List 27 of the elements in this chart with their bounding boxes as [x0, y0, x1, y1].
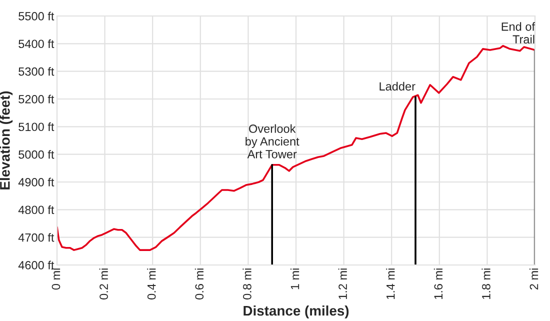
y-tick-label: 5300 ft [18, 67, 54, 76]
y-tick-label: 4800 ft [18, 205, 54, 214]
x-tick-label: 0.2 mi [99, 268, 108, 300]
y-tick-label: 4900 ft [18, 178, 54, 186]
annotation: Ladder [380, 82, 416, 91]
x-tick-label: 0.6 mi [194, 268, 204, 300]
x-tick-label: 1.8 mi [482, 268, 490, 300]
x-tick-label: 1.4 mi [386, 268, 395, 300]
annotation: Overlook by Ancient Art Tower [246, 124, 300, 158]
x-axis-title: Distance (miles) [244, 305, 349, 318]
y-tick-label: 4600 ft [18, 260, 54, 270]
annotation: End of Trail [502, 22, 536, 44]
y-tick-label: 5000 ft [18, 150, 54, 159]
y-axis-title: Elevation (feet) [0, 91, 13, 190]
x-tick-label: 1 mi [290, 268, 300, 290]
x-tick-label: 1.6 mi [434, 268, 443, 300]
y-tick-label: 5100 ft [18, 122, 54, 132]
line-series [57, 44, 535, 251]
x-tick-label: 0 mi [52, 268, 60, 290]
x-tick-label: 0.8 mi [242, 268, 252, 300]
y-tick-label: 5400 ft [18, 39, 54, 48]
y-tick-label: 4700 ft [18, 233, 54, 242]
x-tick-label: 0.4 mi [147, 268, 156, 300]
y-tick-label: 5200 ft [18, 94, 54, 104]
x-tick-label: 1.2 mi [338, 268, 347, 300]
x-tick-label: 2 mi [529, 268, 538, 290]
y-tick-label: 5500 ft [18, 12, 54, 20]
